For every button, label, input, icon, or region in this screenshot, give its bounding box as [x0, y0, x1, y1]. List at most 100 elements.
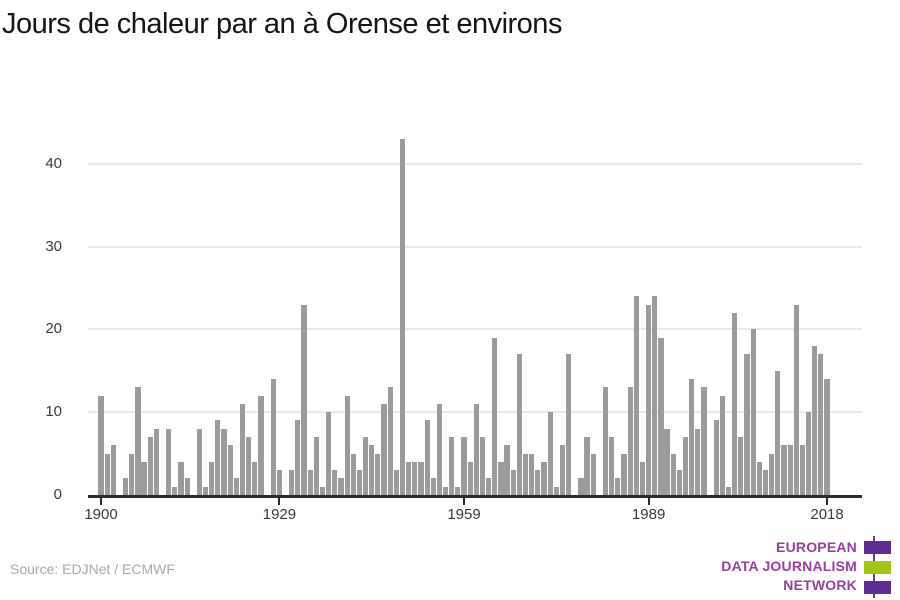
bar-1913[interactable]	[178, 461, 184, 495]
bar-1941[interactable]	[350, 453, 356, 495]
bar-1942[interactable]	[356, 470, 362, 495]
bar-2005[interactable]	[744, 354, 750, 495]
bar-1973[interactable]	[547, 412, 553, 495]
bar-2004[interactable]	[738, 437, 744, 495]
bar-2011[interactable]	[781, 445, 787, 495]
bar-2015[interactable]	[805, 412, 812, 495]
bar-1994[interactable]	[676, 470, 682, 495]
bar-1979[interactable]	[584, 437, 590, 495]
bar-1929[interactable]	[276, 470, 283, 495]
bar-1965[interactable]	[498, 461, 504, 495]
bar-1969[interactable]	[522, 453, 529, 495]
bar-1911[interactable]	[166, 428, 172, 495]
bar-1901[interactable]	[104, 453, 110, 495]
bar-2007[interactable]	[756, 461, 762, 495]
bar-1908[interactable]	[147, 437, 153, 495]
bar-1953[interactable]	[424, 420, 430, 495]
bar-1923[interactable]	[239, 403, 246, 495]
bar-1985[interactable]	[621, 453, 627, 495]
bar-1983[interactable]	[609, 437, 615, 495]
bar-1976[interactable]	[566, 354, 572, 495]
bar-1959[interactable]	[461, 437, 467, 495]
bar-1986[interactable]	[627, 387, 633, 495]
bar-1939[interactable]	[338, 478, 344, 495]
bar-1970[interactable]	[529, 453, 535, 495]
bar-1957[interactable]	[449, 437, 455, 495]
bar-1998[interactable]	[701, 387, 707, 495]
bar-2017[interactable]	[818, 354, 824, 495]
bar-2010[interactable]	[775, 370, 781, 495]
bar-1917[interactable]	[203, 486, 209, 495]
bar-1963[interactable]	[486, 478, 492, 495]
bar-1987[interactable]	[633, 296, 639, 495]
bar-2009[interactable]	[769, 453, 775, 495]
bar-1914[interactable]	[184, 478, 190, 495]
bar-1971[interactable]	[535, 470, 541, 495]
bar-1928[interactable]	[270, 379, 276, 495]
bar-1918[interactable]	[209, 461, 215, 495]
bar-1944[interactable]	[369, 445, 375, 495]
bar-1982[interactable]	[602, 387, 609, 495]
bar-2002[interactable]	[726, 486, 732, 495]
bar-1949[interactable]	[399, 138, 406, 495]
bar-1989[interactable]	[646, 304, 652, 495]
bar-1916[interactable]	[196, 428, 203, 495]
bar-1920[interactable]	[221, 428, 227, 495]
bar-1991[interactable]	[658, 337, 664, 495]
bar-1932[interactable]	[295, 420, 301, 495]
bar-1935[interactable]	[313, 437, 319, 495]
bar-1954[interactable]	[430, 478, 436, 495]
bar-2003[interactable]	[732, 312, 738, 495]
bar-1988[interactable]	[639, 461, 646, 495]
bar-2012[interactable]	[787, 445, 793, 495]
bar-1922[interactable]	[233, 478, 239, 495]
bar-1907[interactable]	[141, 461, 147, 495]
bar-1974[interactable]	[553, 486, 559, 495]
bar-1937[interactable]	[326, 412, 332, 495]
bar-1978[interactable]	[578, 478, 584, 495]
bar-1902[interactable]	[110, 445, 116, 495]
bar-2013[interactable]	[793, 304, 799, 495]
bar-1909[interactable]	[153, 428, 159, 495]
bar-1964[interactable]	[492, 337, 498, 495]
bar-1951[interactable]	[412, 461, 418, 495]
bar-1933[interactable]	[301, 304, 307, 495]
bar-2001[interactable]	[719, 395, 726, 495]
bar-1945[interactable]	[375, 453, 381, 495]
bar-2016[interactable]	[812, 345, 818, 495]
bar-1904[interactable]	[123, 478, 129, 495]
bar-1931[interactable]	[289, 470, 295, 495]
bar-2000[interactable]	[713, 420, 719, 495]
bar-1967[interactable]	[510, 470, 516, 495]
bar-1900[interactable]	[98, 395, 104, 495]
bar-1919[interactable]	[215, 420, 221, 495]
bar-2008[interactable]	[762, 470, 769, 495]
bar-1921[interactable]	[227, 445, 233, 495]
bar-1940[interactable]	[344, 395, 350, 495]
bar-1996[interactable]	[689, 379, 695, 495]
bar-1924[interactable]	[246, 437, 252, 495]
bar-1997[interactable]	[695, 428, 701, 495]
bar-1995[interactable]	[682, 437, 689, 495]
bar-1946[interactable]	[381, 403, 387, 495]
bar-1912[interactable]	[172, 486, 178, 495]
bar-1958[interactable]	[455, 486, 461, 495]
bar-1966[interactable]	[504, 445, 510, 495]
bar-1975[interactable]	[559, 445, 566, 495]
bar-1936[interactable]	[319, 486, 326, 495]
bar-1992[interactable]	[664, 428, 670, 495]
bar-2014[interactable]	[799, 445, 806, 495]
bar-1961[interactable]	[473, 403, 479, 495]
bar-1906[interactable]	[135, 387, 141, 495]
bar-1972[interactable]	[541, 461, 547, 495]
bar-1962[interactable]	[479, 437, 486, 495]
bar-1952[interactable]	[418, 461, 424, 495]
bar-1990[interactable]	[652, 296, 658, 495]
bar-1934[interactable]	[307, 470, 313, 495]
bar-1925[interactable]	[252, 461, 258, 495]
bar-1947[interactable]	[387, 387, 393, 495]
bar-1984[interactable]	[615, 478, 621, 495]
bar-1943[interactable]	[362, 437, 369, 495]
bar-1950[interactable]	[406, 461, 412, 495]
bar-1993[interactable]	[670, 453, 676, 495]
